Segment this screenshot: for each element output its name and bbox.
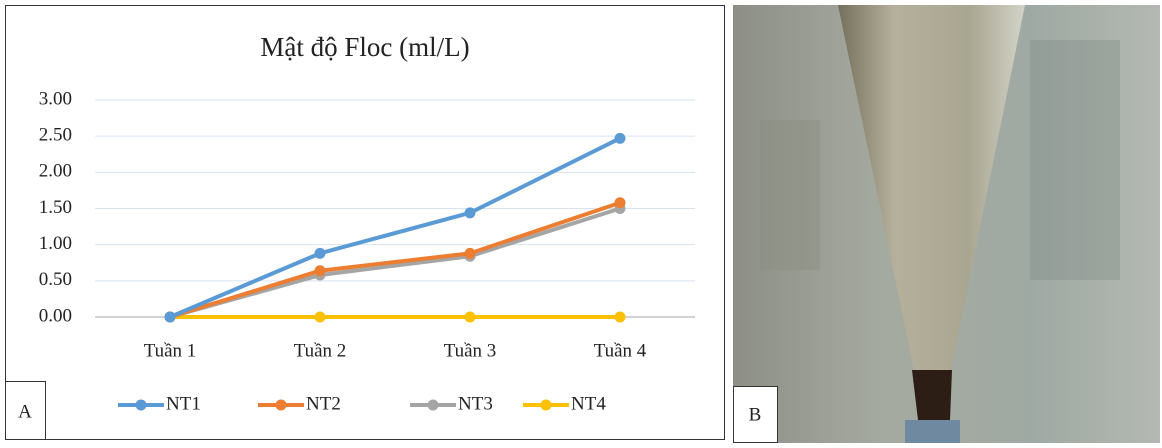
data-point xyxy=(614,311,626,323)
chart-title: Mật độ Floc (ml/L) xyxy=(260,32,469,62)
y-tick-label: 1.00 xyxy=(39,233,72,254)
data-point xyxy=(464,247,476,259)
data-point xyxy=(614,132,626,144)
legend-marker xyxy=(427,399,439,411)
x-tick-label: Tuần 1 xyxy=(144,340,197,361)
data-point xyxy=(614,197,626,209)
y-tick-label: 3.00 xyxy=(39,88,72,109)
legend-marker xyxy=(540,399,552,411)
data-point xyxy=(164,311,176,323)
legend-label: NT1 xyxy=(166,393,201,414)
y-tick-label: 0.00 xyxy=(39,305,72,326)
panel-b-photo xyxy=(733,5,1160,443)
data-point xyxy=(314,265,326,277)
data-point xyxy=(464,207,476,219)
panel-label: A xyxy=(18,401,32,422)
panel-a-frame xyxy=(5,5,725,440)
y-tick-label: 2.00 xyxy=(39,161,72,182)
series-line xyxy=(169,200,621,319)
data-point xyxy=(464,311,476,323)
y-tick-label: 1.50 xyxy=(39,197,72,218)
legend-label: NT4 xyxy=(571,393,606,414)
y-tick-label: 0.50 xyxy=(39,269,72,290)
legend-label: NT2 xyxy=(306,393,341,414)
x-tick-label: Tuần 4 xyxy=(594,340,647,361)
y-tick-label: 2.50 xyxy=(39,125,72,146)
panel-label: B xyxy=(749,404,762,425)
legend-label: NT3 xyxy=(458,393,493,414)
x-tick-label: Tuần 2 xyxy=(294,340,347,361)
plot: 0.00 0.50 1.00 1.50 2.00 2.50 3.00 Tuần 1 Tuần 2… xyxy=(39,88,695,414)
series-line xyxy=(169,206,621,319)
series-line xyxy=(169,136,621,319)
data-point xyxy=(314,311,326,323)
data-point xyxy=(314,247,326,259)
legend-marker xyxy=(135,399,147,411)
x-tick-label: Tuần 3 xyxy=(444,340,497,361)
panel-label-box xyxy=(5,381,46,440)
legend-marker xyxy=(275,399,287,411)
